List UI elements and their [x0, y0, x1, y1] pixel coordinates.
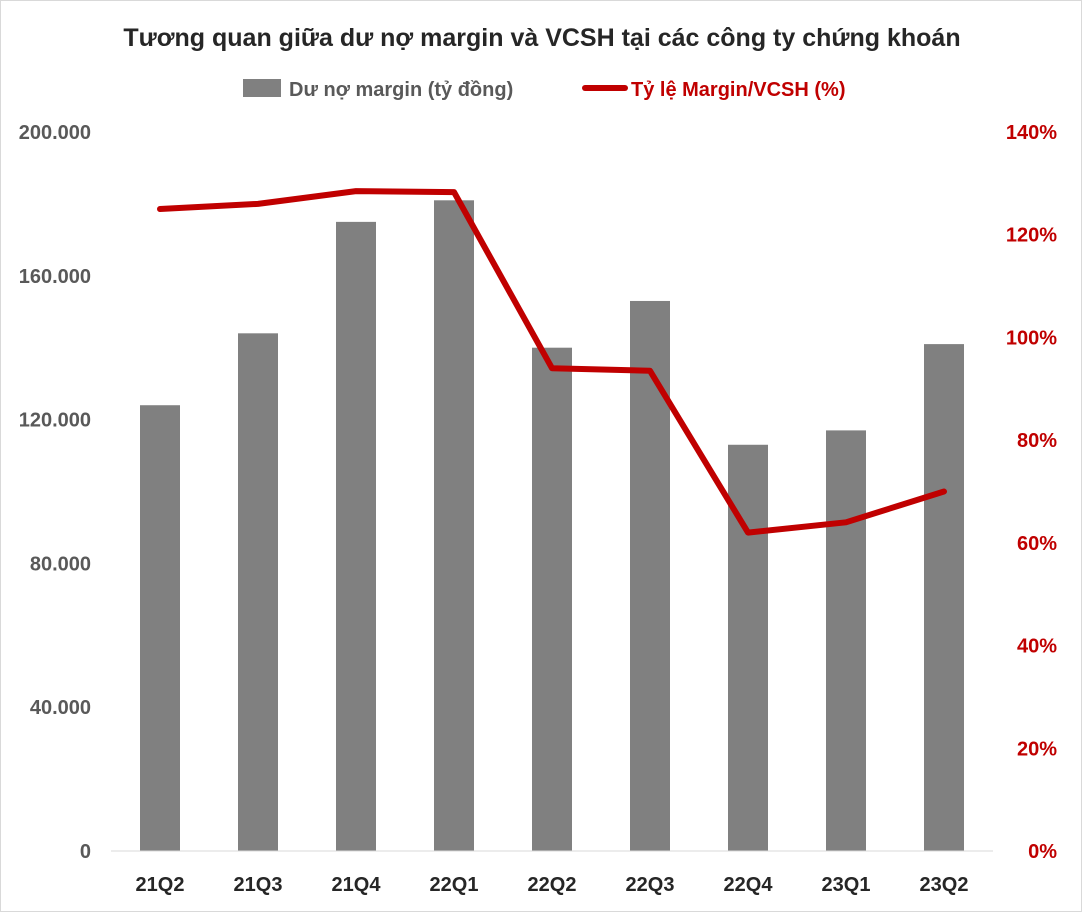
legend-swatch-bars: [243, 79, 281, 97]
x-tick-label: 21Q2: [136, 874, 185, 896]
left-tick-label: 40.000: [30, 697, 91, 719]
right-tick-label: 0%: [1028, 841, 1057, 863]
x-tick-label: 23Q1: [822, 874, 871, 896]
x-tick-label: 21Q4: [332, 874, 382, 896]
chart-legend: Dư nợ margin (tỷ đồng) Tỷ lệ Margin/VCSH…: [243, 79, 845, 101]
bar-22Q3: [630, 300, 670, 852]
legend-label-bars: Dư nợ margin (tỷ đồng): [289, 79, 513, 101]
bar-series: [140, 200, 964, 852]
right-tick-label: 20%: [1017, 738, 1057, 760]
left-tick-label: 120.000: [19, 410, 91, 432]
left-tick-label: 80.000: [30, 553, 91, 575]
left-axis-ticks: 0 40.000 80.000 120.000 160.000 200.000: [19, 122, 91, 863]
right-tick-label: 40%: [1017, 636, 1057, 658]
bar-22Q2: [532, 347, 572, 851]
x-tick-label: 22Q4: [724, 874, 774, 896]
x-axis-ticks: 21Q2 21Q3 21Q4 22Q1 22Q2 22Q3 22Q4 23Q1 23Q2: [136, 874, 969, 896]
line-series: [157, 188, 947, 536]
right-tick-label: 60%: [1017, 533, 1057, 555]
right-tick-label: 140%: [1006, 122, 1057, 144]
bar-21Q4: [336, 221, 376, 851]
x-tick-label: 22Q1: [430, 874, 479, 896]
right-tick-label: 80%: [1017, 430, 1057, 452]
bar-22Q1: [434, 200, 474, 851]
x-tick-label: 22Q3: [626, 874, 675, 896]
bar-23Q2: [924, 344, 964, 851]
left-tick-label: 200.000: [19, 122, 91, 144]
legend-label-line: Tỷ lệ Margin/VCSH (%): [631, 79, 845, 101]
left-tick-label: 160.000: [19, 266, 91, 288]
right-tick-label: 100%: [1006, 327, 1057, 349]
right-axis-ticks: 0% 20% 40% 60% 80% 100% 120% 140%: [1006, 122, 1057, 863]
bar-23Q1: [826, 430, 866, 851]
left-tick-label: 0: [80, 841, 91, 863]
x-tick-label: 22Q2: [528, 874, 577, 896]
bar-21Q3: [238, 333, 278, 851]
x-tick-label: 23Q2: [920, 874, 969, 896]
x-tick-label: 21Q3: [234, 874, 283, 896]
right-tick-label: 120%: [1006, 225, 1057, 247]
bar-21Q2: [140, 405, 180, 851]
chart-title: Tương quan giữa dư nợ margin và VCSH tại…: [123, 24, 960, 52]
